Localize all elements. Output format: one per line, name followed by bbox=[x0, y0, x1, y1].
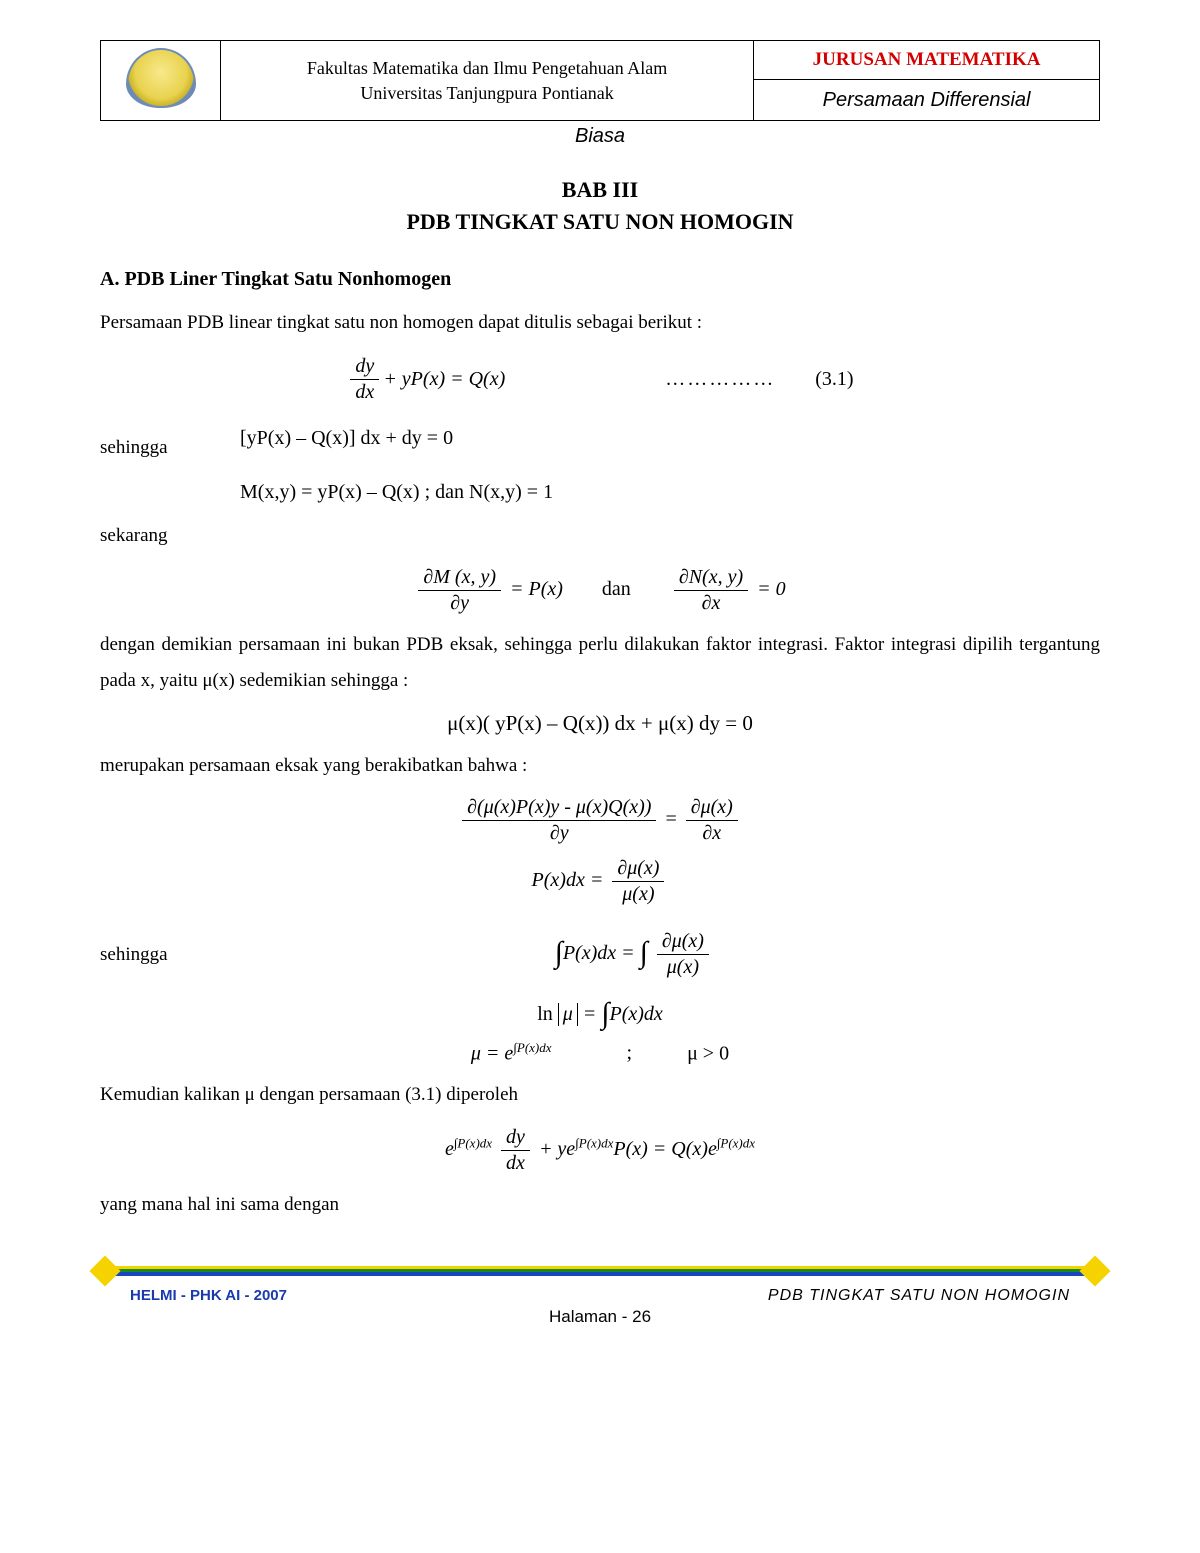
faculty-cell: Fakultas Matematika dan Ilmu Pengetahuan… bbox=[221, 41, 754, 121]
eq31-body: + yP(x) = Q(x) bbox=[383, 368, 505, 391]
label-sehingga-2: sehingga bbox=[100, 937, 168, 973]
eq-mu-exponent: ∫P(x)dx bbox=[513, 1040, 551, 1055]
eq-p: = P(x) bbox=[510, 578, 563, 600]
footer: HELMI - PHK AI - 2007 PDB TINGKAT SATU N… bbox=[100, 1263, 1100, 1327]
label-sekarang: sekarang bbox=[100, 518, 1100, 554]
faculty-line2: Universitas Tanjungpura Pontianak bbox=[360, 83, 613, 103]
eq-mu-line: μ(x)( yP(x) – Q(x)) dx + μ(x) dy = 0 bbox=[100, 711, 1100, 736]
eq-ln: ln μ = ∫P(x)dx bbox=[100, 1003, 1100, 1027]
frac-pdx: ∂μ(x) μ(x) bbox=[612, 857, 664, 906]
frac-partial-m: ∂M (x, y) ∂y bbox=[418, 566, 501, 615]
eq-final: e∫P(x)dx dy dx + ye∫P(x)dxP(x) = Q(x)e∫P… bbox=[100, 1126, 1100, 1175]
logo-cell bbox=[101, 41, 221, 121]
label-dan: dan bbox=[602, 578, 631, 600]
page-number: Halaman - 26 bbox=[100, 1307, 1100, 1327]
footer-title: PDB TINGKAT SATU NON HOMOGIN bbox=[768, 1287, 1070, 1305]
eq-mxy: M(x,y) = yP(x) – Q(x) ; dan N(x,y) = 1 bbox=[240, 472, 1100, 512]
page: Fakultas Matematika dan Ilmu Pengetahuan… bbox=[100, 40, 1100, 1327]
integral-icon: ∫ bbox=[640, 941, 648, 965]
chapter-line1: BAB III bbox=[562, 177, 638, 202]
chapter-line2: PDB TINGKAT SATU NON HOMOGIN bbox=[406, 209, 793, 234]
footer-text: HELMI - PHK AI - 2007 PDB TINGKAT SATU N… bbox=[100, 1279, 1100, 1305]
course-line1: Persamaan Differensial bbox=[754, 80, 1100, 121]
eq-block-2: M(x,y) = yP(x) – Q(x) ; dan N(x,y) = 1 bbox=[240, 472, 1100, 512]
para-nonexact: dengan demikian persamaan ini bukan PDB … bbox=[100, 627, 1100, 699]
page-label: Halaman - bbox=[549, 1307, 632, 1326]
label-sehingga-1: sehingga bbox=[100, 437, 168, 458]
eq31-dots: …………… bbox=[665, 368, 775, 391]
stripe-blue bbox=[110, 1272, 1090, 1275]
fraction-dy-dx: dy dx bbox=[350, 355, 379, 404]
frac-big-lhs: ∂(μ(x)P(x)y - μ(x)Q(x)) ∂y bbox=[462, 796, 656, 845]
faculty-line1: Fakultas Matematika dan Ilmu Pengetahuan… bbox=[307, 58, 667, 78]
eq-pdx-lhs: P(x)dx = bbox=[532, 869, 609, 891]
footer-stripes bbox=[110, 1266, 1090, 1276]
department-name: JURUSAN MATEMATIKA bbox=[754, 41, 1100, 80]
eq-ln-lhs: ln bbox=[537, 1003, 553, 1025]
footer-author: HELMI - PHK AI - 2007 bbox=[130, 1287, 287, 1305]
eq31-number: (3.1) bbox=[815, 368, 853, 391]
eq-ln-abs: μ bbox=[558, 1003, 578, 1026]
eq-final-t2: + ye∫P(x)dxP(x) = Q(x)e∫P(x)dx bbox=[539, 1138, 755, 1160]
equation-3-1: dy dx + yP(x) = Q(x) …………… (3.1) bbox=[100, 355, 1100, 404]
eq-int: ∫P(x)dx = ∫ ∂μ(x) μ(x) bbox=[168, 930, 1100, 979]
university-logo-icon bbox=[126, 48, 196, 108]
frac-int-rhs: ∂μ(x) μ(x) bbox=[657, 930, 709, 979]
para-yang-mana: yang mana hal ini sama dengan bbox=[100, 1187, 1100, 1223]
eq-ln-rhs: = ∫P(x)dx bbox=[583, 1003, 663, 1025]
partial-equations: ∂M (x, y) ∂y = P(x) dan ∂N(x, y) ∂x = 0 bbox=[100, 566, 1100, 615]
eq-int-lhs: ∫P(x)dx = bbox=[555, 942, 640, 964]
section-heading: A. PDB Liner Tingkat Satu Nonhomogen bbox=[100, 268, 1100, 291]
eq-mu-exp: μ = e∫P(x)dx ; μ > 0 bbox=[100, 1040, 1100, 1066]
eq-mu-semi: ; bbox=[627, 1042, 633, 1064]
chapter-title: BAB III PDB TINGKAT SATU NON HOMOGIN bbox=[100, 174, 1100, 238]
eq-mu-cond: μ > 0 bbox=[687, 1042, 729, 1064]
page-num-value: 26 bbox=[632, 1307, 651, 1326]
eq-mu-eq: μ = e bbox=[471, 1042, 513, 1064]
eq-big-eq: = bbox=[665, 808, 681, 830]
eq-final-t1: e∫P(x)dx bbox=[445, 1138, 497, 1160]
header-table: Fakultas Matematika dan Ilmu Pengetahuan… bbox=[100, 40, 1100, 121]
eq-zero: = 0 bbox=[757, 578, 786, 600]
course-line2: Biasa bbox=[100, 125, 1100, 148]
para-exact: merupakan persamaan eksak yang berakibat… bbox=[100, 748, 1100, 784]
para-kalikan: Kemudian kalikan μ dengan persamaan (3.1… bbox=[100, 1077, 1100, 1113]
frac-partial-n: ∂N(x, y) ∂x bbox=[674, 566, 748, 615]
eq-pdx: P(x)dx = ∂μ(x) μ(x) bbox=[100, 857, 1100, 906]
footer-bar bbox=[100, 1263, 1100, 1279]
frac-final: dy dx bbox=[501, 1126, 530, 1175]
eq-big-partial: ∂(μ(x)P(x)y - μ(x)Q(x)) ∂y = ∂μ(x) ∂x bbox=[100, 796, 1100, 845]
frac-big-rhs: ∂μ(x) ∂x bbox=[686, 796, 738, 845]
intro-paragraph: Persamaan PDB linear tingkat satu non ho… bbox=[100, 305, 1100, 341]
